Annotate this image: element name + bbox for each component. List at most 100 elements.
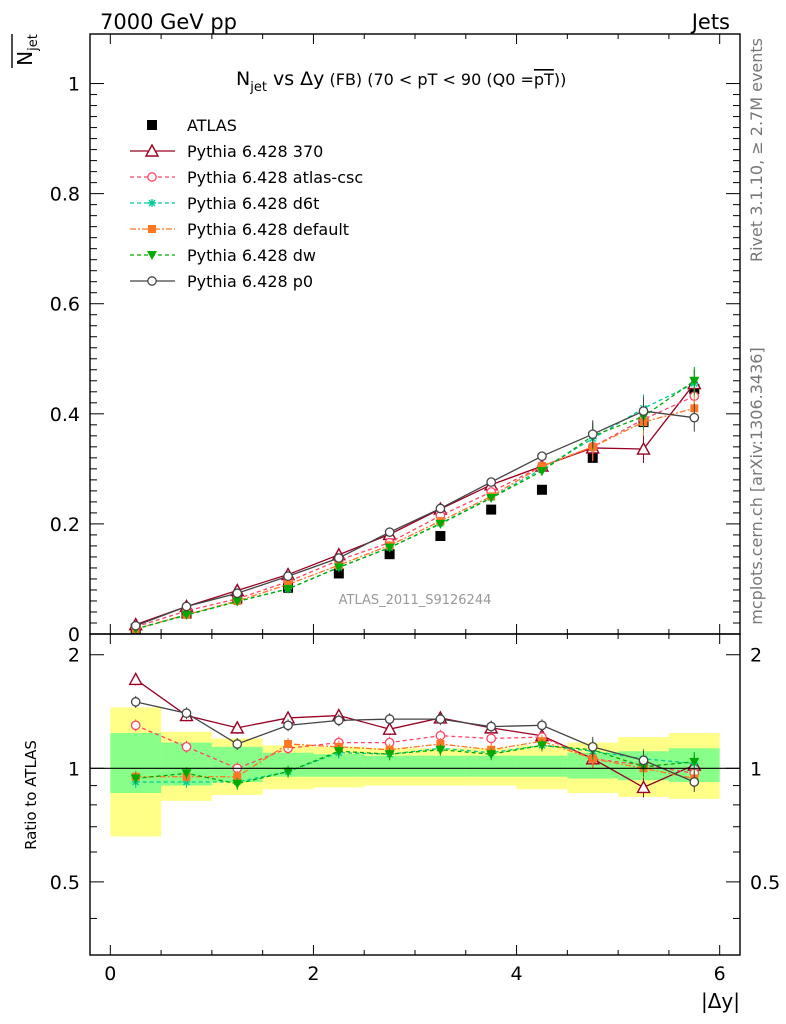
series-line: [135, 383, 695, 626]
x-tick-label: 6: [714, 963, 726, 985]
legend-label: Pythia 6.428 d6t: [187, 194, 319, 213]
series-line: [135, 407, 695, 630]
ratio-series: [128, 671, 702, 798]
legend-marker: [144, 143, 160, 157]
series-point: [333, 563, 344, 573]
ratio-point: [384, 750, 395, 760]
legend-label-atlas: ATLAS: [187, 116, 237, 135]
ratio-point: [130, 720, 141, 731]
ratio-point: [283, 767, 294, 777]
legend-marker: [147, 172, 157, 182]
legend: ATLAS Pythia 6.428 370 Pythia 6.428 atlas-…: [130, 116, 363, 291]
ratio-series-line: [135, 740, 695, 780]
series-line: [135, 395, 695, 628]
ratio-point: [181, 708, 192, 719]
ratio-point: [232, 739, 243, 749]
ratio-point: [587, 741, 598, 752]
legend-label: Pythia 6.428 p0: [187, 272, 313, 291]
ratio-band-inner: [415, 755, 466, 777]
ratio-series-line: [135, 701, 695, 783]
x-tick-label: 0: [104, 963, 116, 985]
x-axis-label: |Δy|: [701, 989, 740, 1013]
legend-marker: [148, 225, 156, 233]
ratio-point: [636, 779, 651, 794]
title-sub: jet: [249, 80, 267, 95]
ratio-point: [181, 769, 192, 779]
ratio-point: [232, 779, 243, 789]
ratio-tick-label-right: 1: [750, 758, 762, 780]
mcplots-label: mcplots.cern.ch [arXiv:1306.3436]: [747, 347, 766, 624]
series-point: [384, 527, 395, 538]
ratio-band-inner: [313, 754, 365, 777]
ratio-axis-label: Ratio to ATLAS: [22, 740, 40, 850]
series-line: [135, 410, 695, 627]
ratio-series-line: [135, 724, 695, 774]
series-line: [135, 380, 695, 630]
y-tick-label: 0: [68, 624, 80, 646]
process-label: Jets: [690, 10, 730, 34]
series-point: [536, 467, 547, 477]
ratio-series-line: [135, 744, 695, 785]
ratio-point: [181, 741, 192, 752]
series-point: [130, 620, 141, 631]
ratio-point: [128, 671, 143, 686]
x-tick-label: 4: [511, 963, 523, 985]
series-point: [435, 503, 446, 514]
series-point: [689, 412, 700, 423]
ratio-tick-label-right: 2: [750, 645, 762, 667]
y-tick-label: 0.4: [50, 404, 80, 426]
series-point: [232, 597, 243, 607]
x-tick-label: 2: [307, 963, 319, 985]
atlas-data-point: [435, 531, 446, 542]
ratio-point: [283, 720, 293, 731]
ratio-band-inner: [465, 755, 517, 777]
ratio-point: [284, 739, 293, 748]
energy-label: 7000 GeV pp: [100, 10, 237, 34]
ratio-point: [689, 757, 700, 767]
ratio-point: [233, 772, 242, 781]
series-point: [384, 543, 395, 553]
series-point: [283, 584, 294, 594]
ratio-tick-label-right: 0.5: [750, 872, 780, 894]
series-point: [537, 451, 547, 462]
ratio-point: [689, 777, 700, 787]
ratio-point: [536, 741, 547, 751]
series-point: [689, 376, 700, 386]
ratio-band-inner: [516, 755, 568, 777]
ratio-point: [230, 720, 245, 734]
series-point: [638, 406, 649, 416]
y-axis-label-main: N: [13, 51, 37, 66]
y-tick-label: 0.6: [50, 294, 80, 316]
ratio-point: [435, 745, 446, 755]
ratio-point: [486, 733, 497, 744]
series-point: [333, 553, 344, 563]
series-point: [283, 571, 293, 582]
legend-marker: [147, 251, 157, 260]
title-tail: (FB) (70 < pT < 90 (Q0 =: [324, 70, 533, 89]
svg-text:Njet: Njet: [13, 34, 41, 66]
axes: 0 2 4 600.20.40.60.810.5 0.51 12 2: [50, 34, 780, 985]
title-main: N: [236, 68, 250, 90]
title-vs: vs Δy: [267, 68, 324, 90]
legend-marker: [148, 199, 156, 207]
ratio-point: [333, 715, 344, 726]
series-point: [486, 494, 497, 504]
legend-label: Pythia 6.428 atlas-csc: [187, 168, 363, 187]
ratio-tick-label: 0.5: [50, 872, 80, 894]
ratio-point: [486, 721, 497, 732]
atlas-data-point: [384, 549, 395, 560]
atlas-data-point: [486, 504, 497, 515]
ratio-point: [384, 714, 395, 724]
legend-atlas-marker: [147, 120, 157, 130]
legend-marker: [147, 276, 157, 286]
series-point: [181, 601, 192, 612]
ratio-point: [333, 747, 344, 757]
legend-label: Pythia 6.428 370: [187, 142, 323, 161]
series-point: [636, 441, 651, 455]
chart-title: Njet vs Δy (FB) (70 < pT < 90 (Q0 =pT)): [236, 68, 566, 95]
atlas-data-point: [536, 484, 547, 495]
series-point: [537, 462, 546, 471]
y-tick-label: 0.8: [50, 184, 80, 206]
series-point: [181, 610, 192, 620]
